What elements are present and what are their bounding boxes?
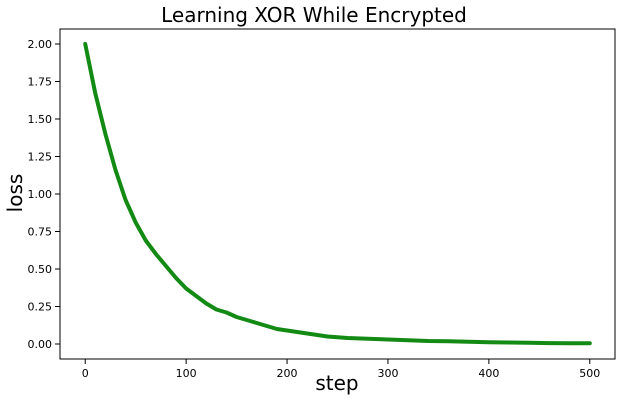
y-tick-label: 1.75 [28, 76, 53, 89]
x-tick-label: 200 [277, 367, 298, 380]
x-tick-label: 400 [478, 367, 499, 380]
y-axis: 0.00 0.25 0.50 0.75 1.00 1.25 1.50 1.75 2.00 [28, 38, 60, 351]
plot-area [59, 28, 616, 360]
x-tick-label: 500 [579, 367, 600, 380]
loss-series-line [83, 42, 592, 346]
y-tick-label: 0.25 [28, 301, 53, 314]
x-tick-label: 0 [82, 367, 89, 380]
y-tick-label: 1.25 [28, 151, 53, 164]
y-axis-label: loss [3, 174, 27, 213]
x-tick-label: 100 [176, 367, 197, 380]
y-tick-label: 0.75 [28, 226, 53, 239]
x-tick-label: 300 [377, 367, 398, 380]
y-tick-label: 2.00 [28, 38, 53, 51]
y-tick-label: 1.50 [28, 113, 53, 126]
y-tick-label: 0.00 [28, 338, 53, 351]
y-tick-label: 1.00 [28, 188, 53, 201]
y-tick-label: 0.50 [28, 263, 53, 276]
x-axis: 0 100 200 300 400 500 [82, 359, 600, 380]
x-axis-label: step [315, 371, 358, 395]
series-layer [83, 42, 592, 346]
chart-title: Learning XOR While Encrypted [161, 3, 467, 27]
